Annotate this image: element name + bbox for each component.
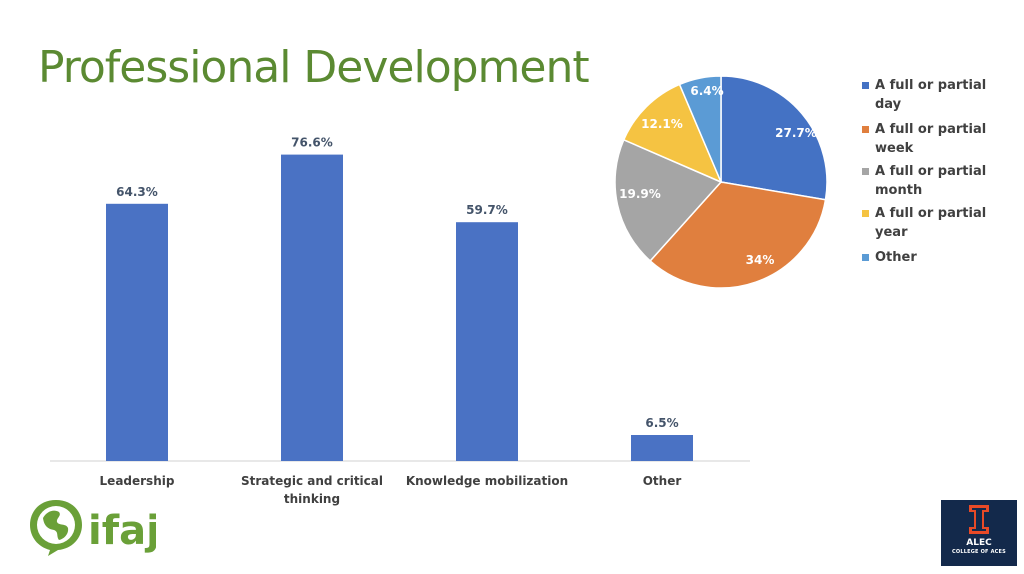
bar-category-label: Other [643, 474, 682, 488]
bar-data-label: 76.6% [291, 136, 333, 150]
pie-slice-1 [649, 181, 827, 289]
legend-swatch [862, 168, 869, 175]
bar-0 [106, 203, 168, 462]
aces-logo-text-alec: ALEC [966, 538, 992, 548]
bar-data-label: 6.5% [645, 416, 678, 430]
slide-title: Professional Development [38, 42, 590, 93]
bar-data-label: 59.7% [466, 203, 508, 217]
pie-slice-0 [720, 75, 828, 201]
bar-3 [631, 435, 693, 461]
aces-logo: ALEC COLLEGE OF ACES [941, 500, 1017, 566]
pie-data-label: 12.1% [641, 117, 683, 131]
pie-data-label: 6.4% [690, 84, 723, 98]
legend-label: Other [875, 250, 917, 265]
ifaj-logo: ifaj [30, 500, 156, 556]
legend-label: A full or partial day [875, 78, 987, 112]
legend-swatch [862, 210, 869, 217]
bar-category-label: Strategic and critical [241, 474, 383, 488]
bar-2 [456, 222, 518, 461]
pie-data-label: 27.7% [775, 126, 817, 140]
pie-data-label: 34% [746, 253, 775, 267]
bar-category-label: Knowledge mobilization [406, 474, 568, 488]
legend-label: A full or partial month [875, 164, 987, 198]
ifaj-logo-text: ifaj [88, 508, 156, 554]
bar-category-label: Leadership [100, 474, 175, 488]
legend-label: A full or partial year [875, 206, 987, 240]
pie-slice-3 [622, 83, 723, 184]
legend-swatch [862, 82, 869, 89]
legend-swatch [862, 126, 869, 133]
pie-slice-2 [614, 138, 723, 262]
legend-label: A full or partial week [875, 122, 987, 156]
aces-logo-text-college: COLLEGE OF ACES [952, 549, 1006, 555]
legend-swatch [862, 254, 869, 261]
illinois-i-icon [969, 505, 989, 534]
bar-data-label: 64.3% [116, 185, 158, 199]
pie-slice-4 [678, 75, 722, 183]
pie-data-label: 19.9% [619, 187, 661, 201]
bar-category-label: thinking [284, 492, 340, 506]
bar-1 [281, 154, 343, 461]
